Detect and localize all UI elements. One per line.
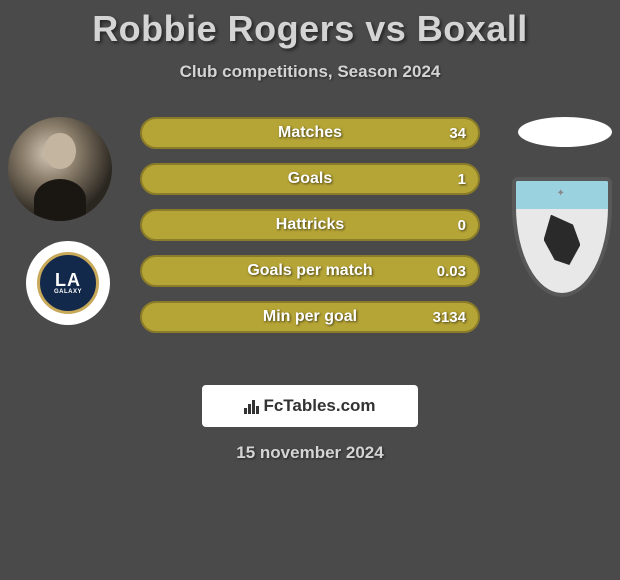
team-right-badge: ✦ (512, 177, 612, 297)
la-galaxy-text: LA GALAXY (54, 271, 82, 295)
stat-bar-goals: Goals 1 (140, 163, 480, 195)
footer-brand-box: FcTables.com (202, 385, 418, 427)
stat-value-right: 34 (449, 125, 466, 142)
page-title: Robbie Rogers vs Boxall (0, 0, 620, 50)
stat-value-right: 3134 (433, 309, 466, 326)
stat-label: Goals per match (247, 262, 372, 280)
player-right-column: ✦ (512, 117, 612, 297)
date-text: 15 november 2024 (0, 443, 620, 463)
bar-chart-icon (244, 398, 259, 414)
stat-label: Goals (288, 170, 332, 188)
comparison-content: LA GALAXY Matches 34 Goals 1 Hattricks 0… (0, 117, 620, 367)
stat-bar-matches: Matches 34 (140, 117, 480, 149)
stat-label: Min per goal (263, 308, 357, 326)
stat-bar-hattricks: Hattricks 0 (140, 209, 480, 241)
mnufc-bird-icon (544, 215, 581, 265)
team-left-badge: LA GALAXY (26, 241, 110, 325)
la-galaxy-galaxy: GALAXY (54, 289, 82, 295)
stat-label: Hattricks (276, 216, 344, 234)
footer-brand-text: FcTables.com (263, 396, 375, 416)
la-galaxy-logo-icon: LA GALAXY (37, 252, 99, 314)
stat-label: Matches (278, 124, 342, 142)
stat-bar-min-per-goal: Min per goal 3134 (140, 301, 480, 333)
mnufc-logo-icon: ✦ (512, 177, 612, 297)
la-galaxy-la: LA (54, 271, 82, 289)
stat-bar-goals-per-match: Goals per match 0.03 (140, 255, 480, 287)
player-right-avatar (518, 117, 612, 147)
player-left-avatar (8, 117, 112, 221)
stats-container: Matches 34 Goals 1 Hattricks 0 Goals per… (140, 117, 480, 347)
player-left-column: LA GALAXY (8, 117, 112, 325)
stat-value-right: 0 (458, 217, 466, 234)
subtitle: Club competitions, Season 2024 (0, 62, 620, 82)
mnufc-star-icon: ✦ (556, 188, 564, 199)
stat-value-right: 0.03 (437, 263, 466, 280)
stat-value-right: 1 (458, 171, 466, 188)
